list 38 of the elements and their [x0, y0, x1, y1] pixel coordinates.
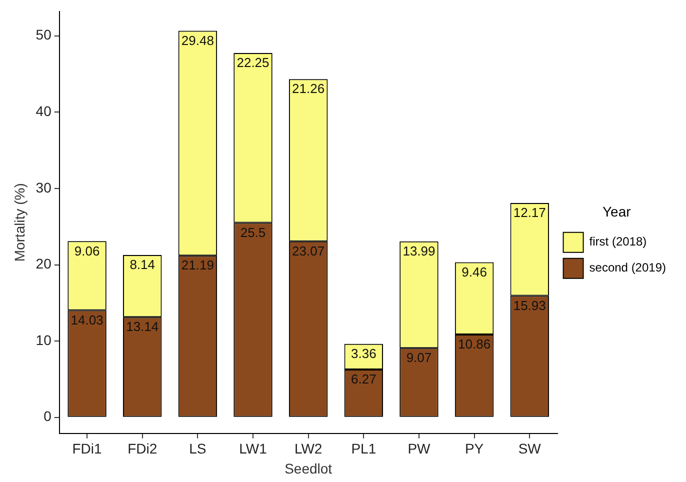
y-tick-label: 10 [36, 332, 52, 348]
x-tick-label: FDi1 [72, 440, 102, 457]
y-tick-label: 0 [44, 408, 52, 424]
data-label: 23.07 [292, 243, 325, 258]
x-tick-label: PY [464, 440, 484, 457]
legend-title: Year [602, 203, 632, 220]
x-axis-title: Seedlot [284, 460, 332, 476]
data-label: 15.93 [513, 298, 546, 313]
y-tick-label: 50 [36, 26, 52, 43]
data-label: 25.5 [240, 224, 266, 240]
x-tick-label: LS [189, 440, 206, 457]
x-tick-label: LW1 [239, 440, 268, 457]
legend-label: first (2018) [589, 234, 647, 249]
y-axis-title: Mortality (%) [11, 183, 28, 262]
data-label: 10.86 [458, 336, 491, 352]
x-tick-label: FDi2 [128, 440, 158, 457]
data-label: 9.46 [462, 264, 487, 280]
x-tick-label: LW2 [294, 440, 322, 457]
data-label: 9.06 [74, 243, 100, 258]
y-tick-label: 20 [36, 256, 52, 272]
data-label: 29.48 [181, 32, 214, 48]
data-label: 3.36 [350, 346, 376, 361]
legend-label: second (2019) [589, 260, 666, 275]
y-tick-label: 40 [36, 102, 52, 119]
data-label: 21.19 [181, 258, 214, 273]
y-tick-label: 30 [36, 179, 52, 196]
data-label: 12.17 [513, 205, 546, 220]
data-label: 21.26 [292, 81, 325, 96]
x-tick-label: PW [408, 440, 432, 457]
data-label: 14.03 [70, 312, 104, 328]
x-tick-label: PL1 [351, 440, 376, 457]
data-label: 9.07 [406, 350, 432, 366]
data-label: 22.25 [236, 55, 270, 70]
data-label: 13.14 [126, 319, 159, 334]
data-label: 6.27 [350, 372, 376, 387]
x-tick-label: SW [518, 440, 542, 457]
data-label: 8.14 [130, 257, 156, 272]
data-label: 13.99 [402, 243, 436, 258]
